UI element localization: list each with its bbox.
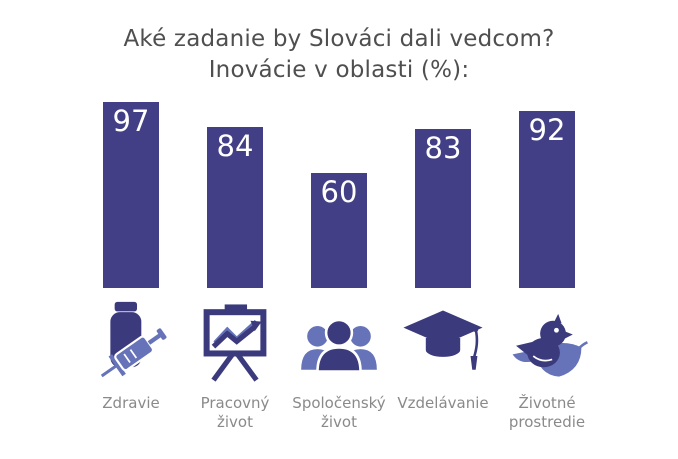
bar: 92: [519, 111, 575, 288]
bar-track: 97: [79, 96, 183, 288]
bar-value-label: 97: [112, 104, 150, 138]
bar-value-label: 84: [216, 129, 254, 163]
bar: 97: [103, 102, 159, 288]
chart-title: Aké zadanie by Slováci dali vedcom? Inov…: [0, 24, 678, 86]
bar-track: 92: [495, 96, 599, 288]
category-label: Zdravie: [102, 394, 160, 412]
medicine-syringe-icon-box: [85, 301, 177, 387]
chart-title-line2: Inovácie v oblasti (%):: [208, 57, 470, 83]
bar-chart: 97 Zdravie 84 Pracovn: [79, 96, 599, 432]
chart-title-line1: Aké zadanie by Slováci dali vedcom?: [123, 26, 555, 52]
chart-column: 92 Životné prostredie: [495, 96, 599, 432]
category-label: Pracovný život: [200, 394, 270, 431]
people-group-icon: [301, 318, 377, 373]
bar-track: 60: [287, 96, 391, 288]
medicine-syringe-icon: [100, 301, 167, 378]
bar-track: 84: [183, 96, 287, 288]
bar: 83: [415, 129, 471, 288]
bird-on-leaf-icon-box: [501, 301, 593, 387]
chart-column: 97 Zdravie: [79, 96, 183, 432]
chart-column: 60 Spoločenský život: [287, 96, 391, 432]
bar-track: 83: [391, 96, 495, 288]
category-label: Spoločenský život: [292, 394, 386, 431]
category-label: Vzdelávanie: [397, 394, 489, 412]
bird-on-leaf-icon: [512, 313, 588, 377]
presentation-chart-icon: [203, 304, 267, 382]
bar: 60: [311, 173, 367, 288]
bar-value-label: 83: [424, 131, 462, 165]
graduation-cap-icon-box: [397, 301, 489, 387]
chart-column: 83 Vzdelávanie: [391, 96, 495, 432]
people-group-icon-box: [293, 301, 385, 387]
graduation-cap-icon: [403, 310, 483, 370]
bar-value-label: 60: [320, 175, 358, 209]
bar-value-label: 92: [528, 113, 566, 147]
category-label: Životné prostredie: [508, 394, 586, 431]
chart-column: 84 Pracovný život: [183, 96, 287, 432]
bar: 84: [207, 127, 263, 288]
presentation-chart-icon-box: [189, 301, 281, 387]
